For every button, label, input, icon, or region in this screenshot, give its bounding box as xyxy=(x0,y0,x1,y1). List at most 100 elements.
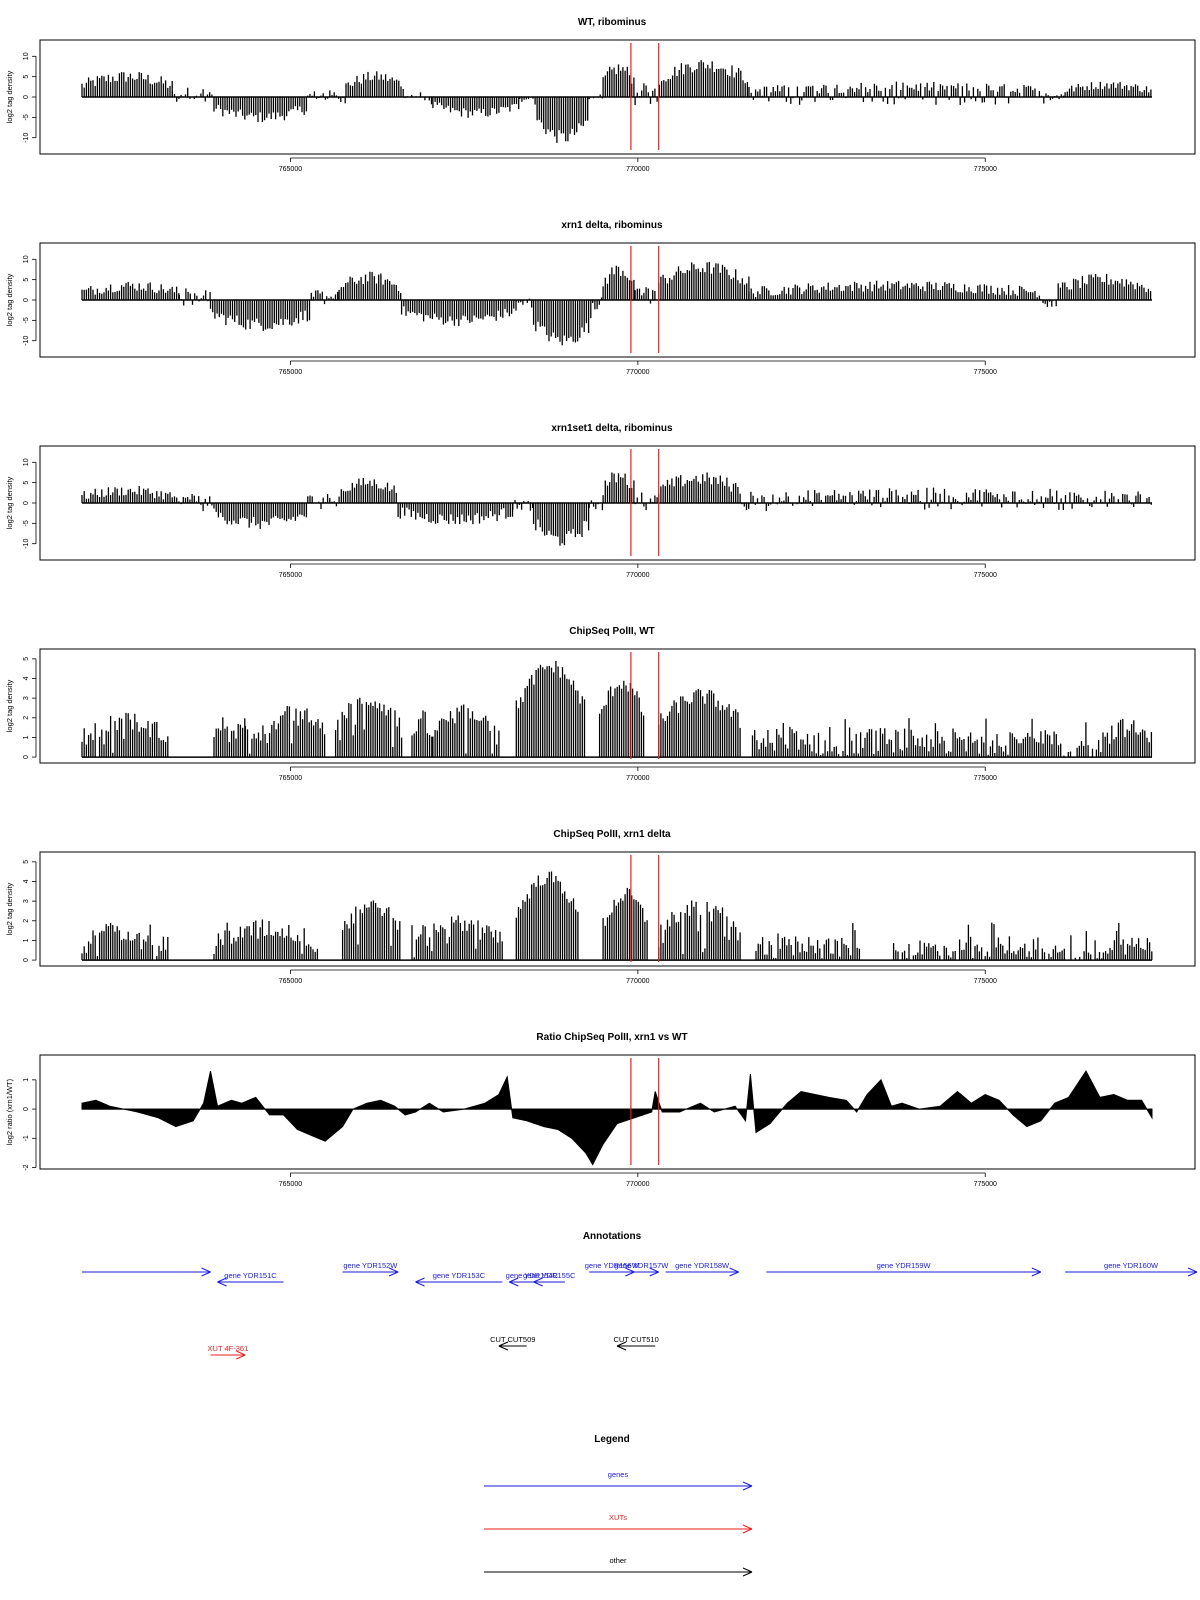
y-axis-label: log2 tag density xyxy=(5,882,14,935)
x-tick-label: 765000 xyxy=(279,978,302,985)
gene-arrow: gene YDR152W xyxy=(342,1261,399,1277)
y-tick-label: 1 xyxy=(23,735,30,739)
panel-title: ChipSeq PolII, WT xyxy=(569,626,655,637)
y-axis: 0 1 2 3 4 5 log2 tag density xyxy=(5,860,37,962)
panel-1: WT, ribominus -10 -5 0 5 10 log2 tag density 76… xyxy=(5,17,1196,173)
y-tick-label: 0 xyxy=(23,298,30,302)
x-tick-label: 775000 xyxy=(974,572,997,579)
gene-label: gene YDR151C xyxy=(224,1271,277,1280)
y-tick-label: -5 xyxy=(23,114,30,120)
plot-frame xyxy=(39,445,1196,561)
x-tick-label: 770000 xyxy=(626,572,649,579)
y-tick-label: 5 xyxy=(23,657,30,661)
signal-bars xyxy=(81,660,1153,758)
x-tick-label: 770000 xyxy=(626,978,649,985)
y-axis: -2 -1 0 1 log2 ratio (xrn1/WT) xyxy=(5,1078,37,1171)
annotations-track: Annotations gene YDR151C gene YDR152W gene… xyxy=(82,1231,1198,1360)
y-axis: -10 -5 0 5 10 log2 tag density xyxy=(5,52,37,143)
y-tick-label: -2 xyxy=(23,1164,30,1170)
legend-item-genes: genes xyxy=(484,1470,753,1491)
x-tick-label: 765000 xyxy=(279,166,302,173)
gene-label: gene YDR154C xyxy=(506,1271,559,1280)
panel-title: ChipSeq PolII, xrn1 delta xyxy=(553,829,671,840)
y-tick-label: 3 xyxy=(23,899,30,903)
y-axis: -10 -5 0 5 10 log2 tag density xyxy=(5,255,37,346)
x-tick-label: 770000 xyxy=(626,775,649,782)
y-tick-label: -1 xyxy=(23,1135,30,1141)
y-tick-label: 3 xyxy=(23,696,30,700)
panel-5: ChipSeq PolII, xrn1 delta 0 1 2 3 4 5 log2 tag … xyxy=(5,829,1196,985)
x-axis: 765000 770000 775000 xyxy=(279,360,997,376)
plot-frame xyxy=(39,851,1196,967)
x-tick-label: 765000 xyxy=(279,775,302,782)
x-tick-label: 765000 xyxy=(279,572,302,579)
signal-bars xyxy=(81,60,1152,143)
x-tick-label: 775000 xyxy=(974,978,997,985)
y-tick-label: 1 xyxy=(23,1078,30,1082)
y-axis: -10 -5 0 5 10 log2 tag density xyxy=(5,458,37,549)
gene-arrow: gene YDR155C xyxy=(523,1271,576,1287)
legend-item-other: other xyxy=(484,1556,753,1577)
cut-label: CUT CUT509 xyxy=(490,1335,535,1344)
legend-title: Legend xyxy=(594,1434,630,1445)
gene-arrow: gene YDR158W xyxy=(665,1261,739,1277)
y-tick-label: 0 xyxy=(23,501,30,505)
plot-frame xyxy=(39,242,1196,358)
legend-label: genes xyxy=(608,1470,629,1479)
panel-4: ChipSeq PolII, WT 0 1 2 3 4 5 log2 tag density 7… xyxy=(5,626,1196,782)
y-tick-label: 4 xyxy=(23,879,30,883)
ratio-area xyxy=(81,1070,1153,1166)
gene-arrow: gene YDR153C xyxy=(415,1271,503,1287)
y-axis-label: log2 ratio (xrn1/WT) xyxy=(5,1078,14,1145)
signal-bars xyxy=(81,261,1152,346)
x-tick-label: 775000 xyxy=(974,1181,997,1188)
x-tick-label: 765000 xyxy=(279,369,302,376)
y-tick-label: 4 xyxy=(23,676,30,680)
plot-frame xyxy=(39,39,1196,155)
y-tick-label: 1 xyxy=(23,938,30,942)
x-tick-label: 770000 xyxy=(626,1181,649,1188)
cut-arrow: CUT CUT510 xyxy=(613,1335,659,1351)
gene-arrow: gene YDR160W xyxy=(1065,1261,1198,1277)
signal-bars xyxy=(81,472,1152,546)
y-tick-label: -10 xyxy=(23,133,30,143)
gene-label: gene YDR155C xyxy=(523,1271,576,1280)
panel-6: Ratio ChipSeq PolII, xrn1 vs WT -2 -1 0 1 log… xyxy=(5,1032,1196,1188)
x-axis: 765000 770000 775000 xyxy=(279,563,997,579)
cut-label: CUT CUT510 xyxy=(613,1335,658,1344)
x-tick-label: 775000 xyxy=(974,775,997,782)
y-tick-label: -5 xyxy=(23,520,30,526)
annotation-features: gene YDR151C gene YDR152W gene YDR153C gene… xyxy=(82,1261,1198,1360)
legend-item-xuts: XUTs xyxy=(484,1513,753,1534)
y-tick-label: 10 xyxy=(23,458,30,466)
xut-label: XUT 4F-361 xyxy=(208,1344,249,1353)
y-axis-label: log2 tag density xyxy=(5,70,14,123)
signal-bars xyxy=(81,871,1153,961)
y-tick-label: -10 xyxy=(23,336,30,346)
legend-label: XUTs xyxy=(609,1513,627,1522)
y-tick-label: -5 xyxy=(23,317,30,323)
gene-label: gene YDR159W xyxy=(877,1261,932,1270)
y-tick-label: 2 xyxy=(23,919,30,923)
gene-arrow: gene YDR151C xyxy=(217,1271,284,1287)
panel-title: xrn1set1 delta, ribominus xyxy=(551,423,673,434)
y-tick-label: 10 xyxy=(23,52,30,60)
x-axis: 765000 770000 775000 xyxy=(279,157,997,173)
y-axis-label: log2 tag density xyxy=(5,273,14,326)
x-axis: 765000 770000 775000 xyxy=(279,766,997,782)
panel-2: xrn1 delta, ribominus -10 -5 0 5 10 log2 tag d… xyxy=(5,220,1196,376)
x-axis: 765000 770000 775000 xyxy=(279,969,997,985)
legend-label: other xyxy=(609,1556,627,1565)
x-axis: 765000 770000 775000 xyxy=(279,1172,997,1188)
legend-items: genes XUTs other xyxy=(484,1470,753,1577)
gene-label: gene YDR157W xyxy=(614,1261,669,1270)
y-tick-label: 0 xyxy=(23,1107,30,1111)
annotations-title: Annotations xyxy=(583,1231,642,1242)
y-axis-label: log2 tag density xyxy=(5,476,14,529)
gene-label: gene YDR156W xyxy=(585,1261,640,1270)
y-axis: 0 1 2 3 4 5 log2 tag density xyxy=(5,657,37,759)
y-tick-label: 5 xyxy=(23,75,30,79)
gene-label: gene YDR158W xyxy=(675,1261,730,1270)
